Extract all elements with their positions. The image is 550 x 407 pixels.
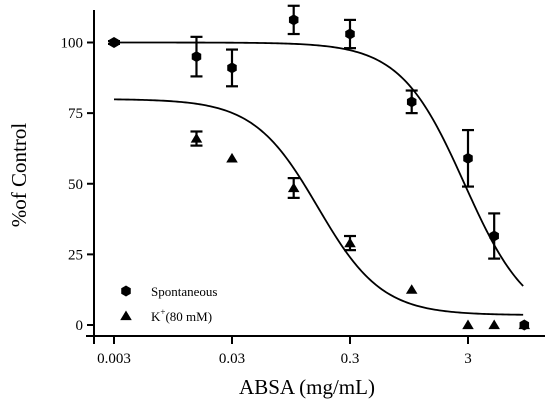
legend-symbol-hexagon <box>121 285 131 297</box>
data-point-hexagon <box>489 230 499 242</box>
legend-symbol-triangle <box>120 310 132 321</box>
y-tick-label: 25 <box>68 247 83 263</box>
data-point-triangle <box>190 133 203 143</box>
x-axis-title: ABSA (mg/mL) <box>239 375 375 399</box>
data-point-hexagon <box>109 37 119 48</box>
data-point-hexagon <box>463 152 473 164</box>
legend-item-k80: K+(80 mM) <box>120 307 212 324</box>
data-point-triangle <box>287 182 300 193</box>
data-point-triangle <box>226 152 238 163</box>
legend-item-spontaneous: Spontaneous <box>121 284 217 299</box>
fit-curve-k80 <box>113 98 524 316</box>
data-point-hexagon <box>191 51 202 63</box>
fit-curves <box>113 41 524 316</box>
y-tick-label: 50 <box>68 177 83 193</box>
legend-marker-hexagon <box>121 285 131 297</box>
data-markers <box>108 4 531 331</box>
data-point-hexagon <box>288 14 299 26</box>
data-point-triangle <box>405 284 418 294</box>
x-axis: 0.003 0.03 0.3 3 <box>86 335 545 367</box>
series-k80 <box>190 130 531 330</box>
legend-label-spontaneous: Spontaneous <box>151 284 217 299</box>
fit-curve-spontaneous <box>113 41 524 287</box>
x-tick-label: 0.003 <box>97 351 131 367</box>
legend-marker-triangle <box>120 310 132 321</box>
data-point-hexagon <box>345 28 355 40</box>
data-point-triangle <box>518 319 531 330</box>
y-axis: 0 25 50 75 100 <box>61 10 95 344</box>
x-tick-label: 0.03 <box>219 351 245 367</box>
data-point-triangle <box>344 237 356 248</box>
data-point-triangle <box>462 319 474 330</box>
y-tick-label: 0 <box>76 318 84 334</box>
y-tick-label: 100 <box>61 36 84 52</box>
legend-label-k80: K+(80 mM) <box>151 307 212 324</box>
x-tick-label: 0.3 <box>341 351 360 367</box>
y-tick-label: 75 <box>68 106 83 122</box>
legend: Spontaneous K+(80 mM) <box>120 284 217 324</box>
y-axis-title: %of Control <box>7 123 31 228</box>
data-point-hexagon <box>227 62 237 74</box>
data-point-hexagon <box>406 96 417 108</box>
series-spontaneous <box>108 4 530 331</box>
x-tick-label: 3 <box>464 351 472 367</box>
data-point-triangle <box>488 319 500 330</box>
